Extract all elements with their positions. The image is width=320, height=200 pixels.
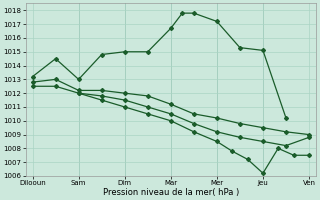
X-axis label: Pression niveau de la mer( hPa ): Pression niveau de la mer( hPa ) bbox=[103, 188, 239, 197]
